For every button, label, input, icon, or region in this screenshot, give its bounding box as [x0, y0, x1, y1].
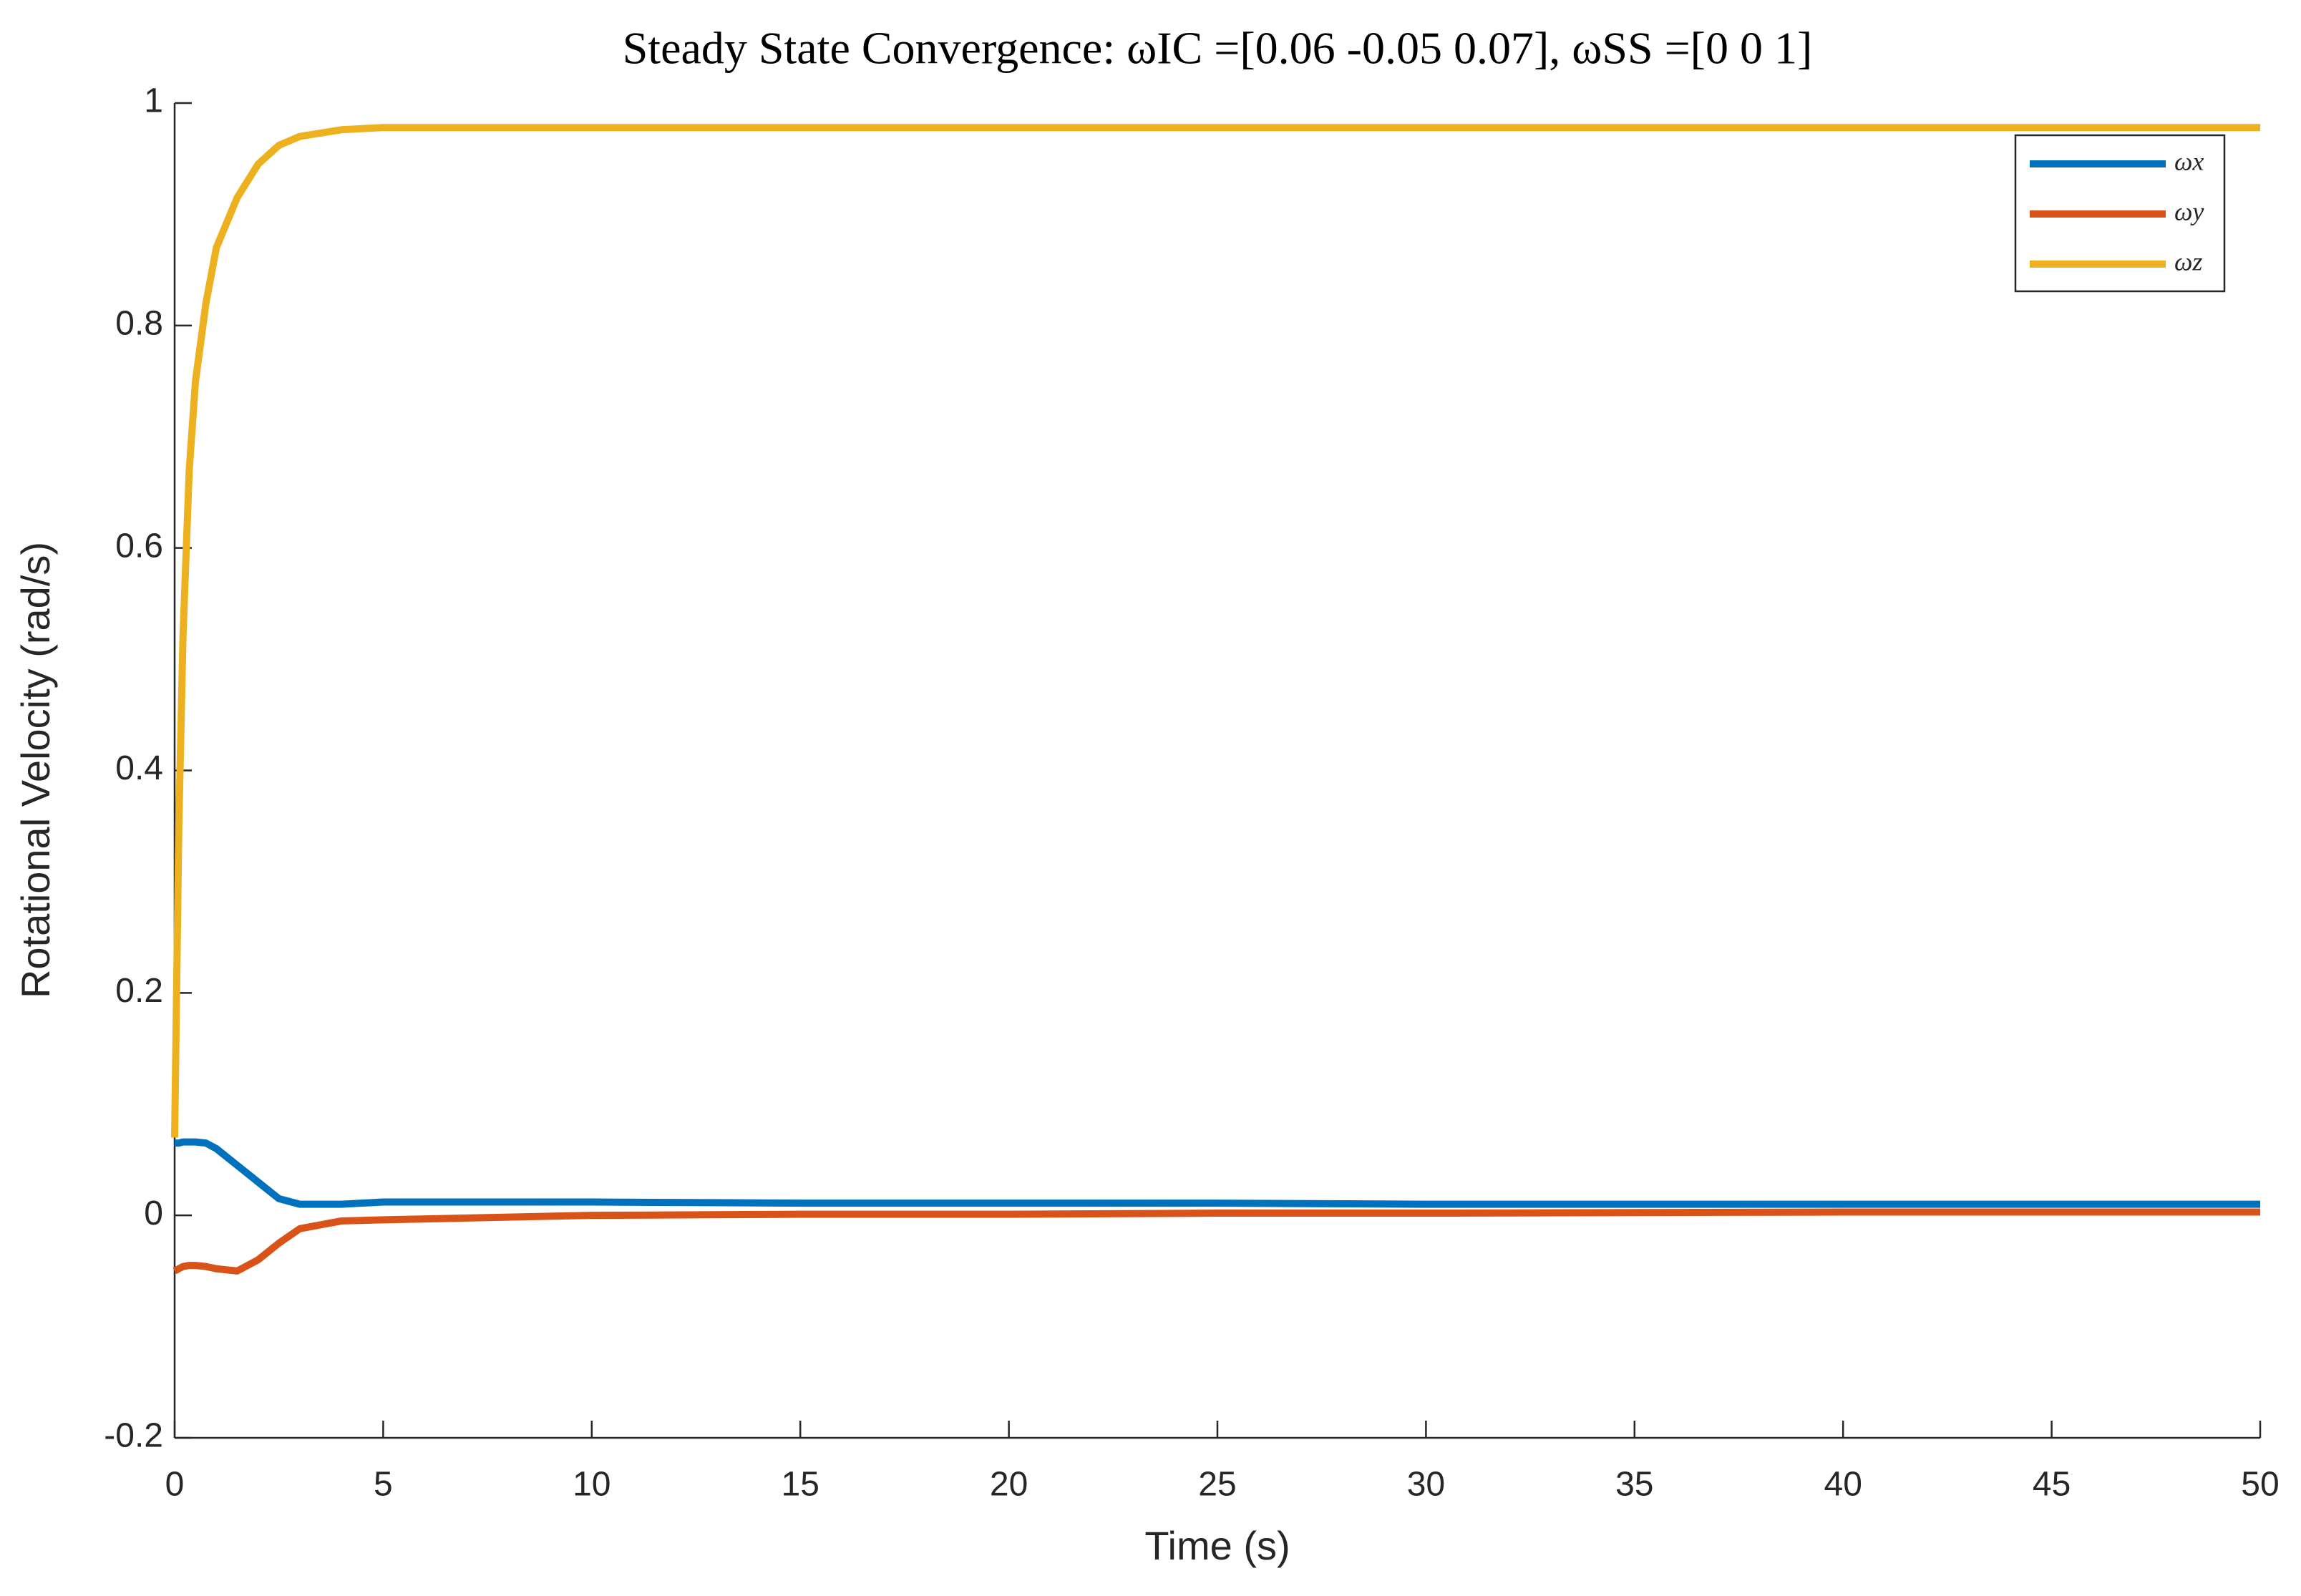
x-tick-label: 45 [2033, 1466, 2071, 1504]
x-tick-label: 10 [573, 1466, 610, 1504]
legend-label: ωy [2174, 197, 2204, 225]
y-tick-label: 1 [144, 82, 163, 120]
data-line [171, 124, 2260, 1138]
x-tick-label: 20 [990, 1466, 1028, 1504]
y-tick-label: 0 [144, 1194, 163, 1232]
x-tick-label: 25 [1198, 1466, 1236, 1504]
x-tick-label: 0 [165, 1466, 185, 1504]
x-tick-label: 40 [1824, 1466, 1862, 1504]
y-axis-label: Rotational Velocity (rad/s) [13, 542, 58, 998]
x-tick-label: 35 [1615, 1466, 1653, 1504]
legend-label: ωx [2174, 147, 2204, 175]
y-tick-label: 0.2 [115, 972, 163, 1010]
y-tick-label: 0.6 [115, 527, 163, 565]
y-tick-label: 0.8 [115, 305, 163, 343]
x-tick-label: 50 [2241, 1466, 2279, 1504]
x-axis-label: Time (s) [1144, 1523, 1290, 1568]
data-line [175, 1138, 2260, 1208]
y-tick-label: -0.2 [104, 1417, 163, 1455]
y-tick-label: 0.4 [115, 749, 163, 787]
x-tick-label: 30 [1407, 1466, 1445, 1504]
x-tick-label: 5 [374, 1466, 393, 1504]
x-tick-label: 15 [782, 1466, 819, 1504]
data-line [172, 1208, 2260, 1275]
chart-title: Steady State Convergence: ωIC =[0.06 -0.… [623, 23, 1813, 74]
legend-label: ωz [2174, 247, 2202, 276]
